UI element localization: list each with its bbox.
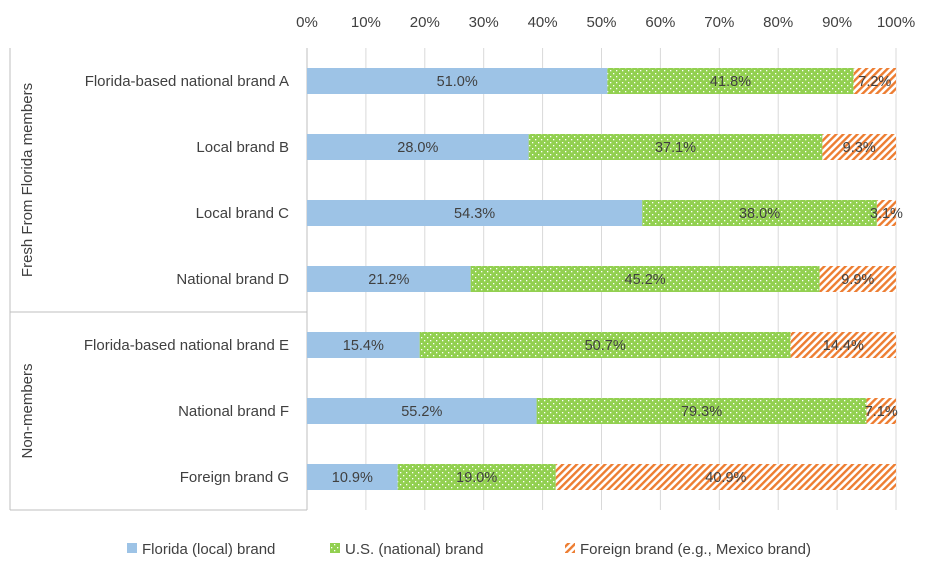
data-label: 10.9% — [332, 470, 373, 486]
bar-segment — [642, 200, 877, 226]
bar-segment — [555, 464, 896, 490]
data-label: 37.1% — [655, 140, 696, 156]
data-label: 51.0% — [437, 74, 478, 90]
legend-label: U.S. (national) brand — [345, 541, 483, 558]
bar-segment — [307, 464, 398, 490]
data-label: 7.1% — [865, 404, 898, 420]
x-tick-label: 90% — [822, 14, 852, 31]
category-label: Florida-based national brand E — [84, 337, 289, 354]
data-label: 9.3% — [843, 140, 876, 156]
legend-label: Foreign brand (e.g., Mexico brand) — [580, 541, 811, 558]
x-tick-label: 10% — [351, 14, 381, 31]
bar-segment — [307, 398, 537, 424]
legend-swatch — [330, 543, 340, 553]
group-label: Fresh From Florida members — [19, 83, 36, 277]
x-tick-label: 40% — [528, 14, 558, 31]
bar-segment — [397, 464, 556, 490]
bar-segment — [419, 332, 791, 358]
bar-segment — [853, 68, 896, 94]
legend-swatch — [565, 543, 575, 553]
data-label: 45.2% — [625, 272, 666, 288]
data-label: 50.7% — [585, 338, 626, 354]
data-label: 19.0% — [456, 470, 497, 486]
category-label: Florida-based national brand A — [85, 73, 289, 90]
data-label: 54.3% — [454, 206, 495, 222]
bar-segment — [876, 200, 896, 226]
data-label: 38.0% — [739, 206, 780, 222]
bar-segment — [307, 332, 420, 358]
data-label: 55.2% — [401, 404, 442, 420]
bar-segment — [307, 200, 643, 226]
bar-segment — [307, 266, 471, 292]
bar-segment — [307, 134, 529, 160]
x-tick-label: 0% — [296, 14, 318, 31]
x-tick-label: 80% — [763, 14, 793, 31]
data-label: 79.3% — [681, 404, 722, 420]
data-label: 28.0% — [397, 140, 438, 156]
data-label: 41.8% — [710, 74, 751, 90]
bar-segment — [470, 266, 820, 292]
x-tick-label: 100% — [877, 14, 915, 31]
x-tick-label: 60% — [645, 14, 675, 31]
data-label: 9.9% — [841, 272, 874, 288]
bar-segment — [819, 266, 896, 292]
bar-segment — [866, 398, 896, 424]
x-tick-label: 30% — [469, 14, 499, 31]
data-label: 3.1% — [870, 206, 903, 222]
category-label: National brand D — [176, 271, 289, 288]
x-tick-label: 20% — [410, 14, 440, 31]
data-label: 15.4% — [343, 338, 384, 354]
bar-segment — [790, 332, 896, 358]
data-label: 40.9% — [705, 470, 746, 486]
data-label: 14.4% — [823, 338, 864, 354]
category-label: Local brand B — [196, 139, 289, 156]
bar-segment — [536, 398, 867, 424]
bar-segment — [528, 134, 823, 160]
data-label: 21.2% — [368, 272, 409, 288]
data-label: 7.2% — [858, 74, 891, 90]
category-label: Foreign brand G — [180, 469, 289, 486]
bar-segment — [307, 68, 608, 94]
x-tick-label: 70% — [704, 14, 734, 31]
category-label: Local brand C — [196, 205, 290, 222]
legend-swatch — [127, 543, 137, 553]
bar-segment — [607, 68, 854, 94]
x-tick-label: 50% — [586, 14, 616, 31]
bar-segment — [822, 134, 896, 160]
legend-label: Florida (local) brand — [142, 541, 275, 558]
category-label: National brand F — [178, 403, 289, 420]
group-label: Non-members — [19, 363, 36, 458]
